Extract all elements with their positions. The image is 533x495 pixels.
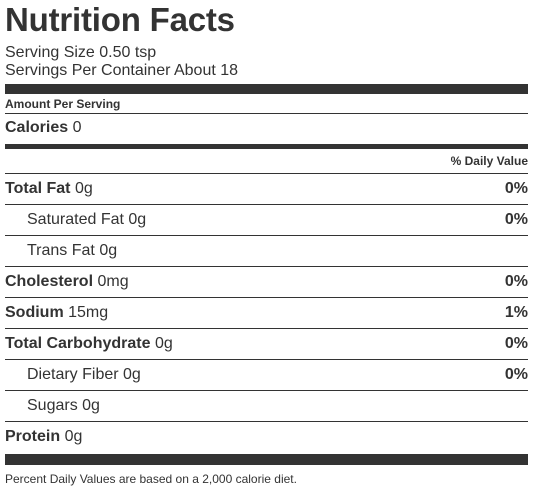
nutrient-amount: 0g	[74, 180, 93, 197]
footnote: Percent Daily Values are based on a 2,00…	[5, 472, 297, 486]
nutrient-label: Total Fat	[5, 180, 71, 197]
nutrient-row-cholesterol: Cholesterol 0mg 0%	[5, 267, 528, 298]
nutrient-row-total-fat: Total Fat 0g 0%	[5, 174, 528, 205]
nutrient-label: Sugars	[27, 397, 78, 414]
label-title: Nutrition Facts	[5, 1, 235, 38]
thick-divider	[5, 84, 528, 94]
nutrient-row-sodium: Sodium 15mg 1%	[5, 298, 528, 329]
nutrient-dv: 0%	[504, 273, 528, 290]
nutrient-dv: 0%	[504, 180, 528, 197]
medium-divider	[5, 144, 528, 149]
nutrient-label: Sodium	[5, 304, 64, 321]
nutrient-amount: 0mg	[97, 273, 129, 290]
nutrient-amount: 0g	[99, 242, 118, 259]
daily-value-header-text: % Daily Value	[450, 154, 528, 168]
nutrient-row-trans-fat: Trans Fat 0g	[5, 236, 528, 267]
calories-label: Calories	[5, 119, 69, 136]
nutrient-amount: 0g	[123, 366, 141, 383]
nutrient-label: Total Carbohydrate	[5, 335, 151, 352]
nutrient-label: Dietary Fiber	[27, 366, 119, 383]
nutrition-facts-label: Nutrition Facts Serving Size 0.50 tsp Se…	[5, 0, 528, 487]
nutrient-dv: 0%	[504, 366, 528, 383]
nutrient-row-total-carbohydrate: Total Carbohydrate 0g 0%	[5, 329, 528, 360]
nutrient-amount: 0g	[64, 428, 83, 445]
nutrient-row-sugars: Sugars 0g	[5, 391, 528, 422]
nutrient-label: Saturated Fat	[27, 211, 124, 228]
nutrient-amount: 0g	[154, 335, 173, 352]
nutrient-dv: 0%	[504, 335, 528, 352]
nutrient-row-dietary-fiber: Dietary Fiber 0g 0%	[5, 360, 528, 391]
nutrient-dv: 0%	[504, 211, 528, 228]
nutrient-amount: 15mg	[68, 304, 109, 321]
amount-per-serving: Amount Per Serving	[5, 94, 528, 114]
servings-per-container: Servings Per Container About 18	[5, 62, 239, 79]
nutrient-row-protein: Protein 0g	[5, 422, 528, 452]
nutrient-dv: 1%	[504, 304, 528, 321]
daily-value-header: % Daily Value	[5, 149, 528, 174]
serving-size: Serving Size 0.50 tsp	[5, 44, 157, 61]
nutrient-amount: 0g	[128, 211, 147, 228]
nutrient-label: Cholesterol	[5, 273, 94, 290]
calories-value: 0	[72, 119, 82, 136]
nutrient-label: Trans Fat	[27, 242, 95, 259]
calories-row: Calories 0	[5, 114, 528, 144]
nutrient-amount: 0g	[82, 397, 100, 414]
bottom-divider	[5, 454, 528, 465]
nutrient-row-saturated-fat: Saturated Fat 0g 0%	[5, 205, 528, 236]
nutrient-label: Protein	[5, 428, 61, 445]
